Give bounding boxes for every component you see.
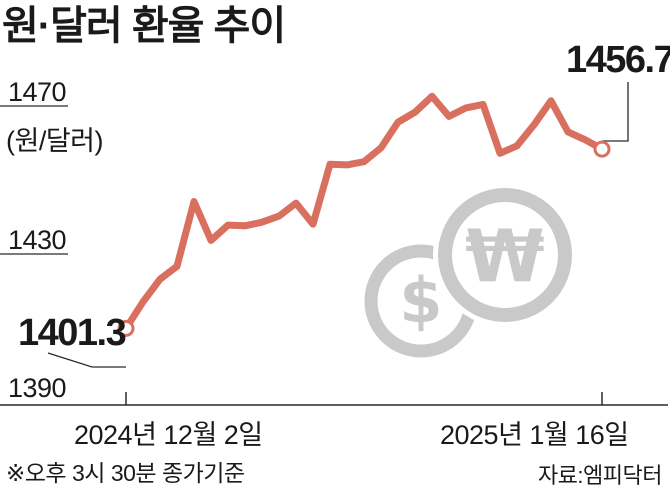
won-symbol: ₩ [465,214,544,298]
start-point-marker [117,319,135,337]
end-value-label: 1456.7 [566,39,670,81]
chart-title: 원·달러 환율 추이 [2,4,286,48]
end-label-leader [602,82,629,142]
y-tick-label-1430: 1430 [8,225,67,255]
x-tick-label-start: 2024년 12월 2일 [74,420,263,450]
end-point-marker [593,140,611,158]
y-tick-label-1390: 1390 [8,373,67,403]
dollar-symbol: $ [399,264,442,337]
x-tick-label-end: 2025년 1월 16일 [440,420,629,450]
won-coin-icon: ₩ [433,183,577,327]
start-value-label: 1401.3 [18,312,127,354]
start-label-leader [47,352,126,368]
y-tick-label-1470: 1470 [8,77,67,107]
series-line-0 [122,92,606,332]
footnote: ※오후 3시 30분 종가기준 [6,460,245,486]
y-axis-label: (원/달러) [6,126,104,156]
source-label: 자료:엠피닥터 [537,463,663,488]
series-layer [117,92,611,337]
